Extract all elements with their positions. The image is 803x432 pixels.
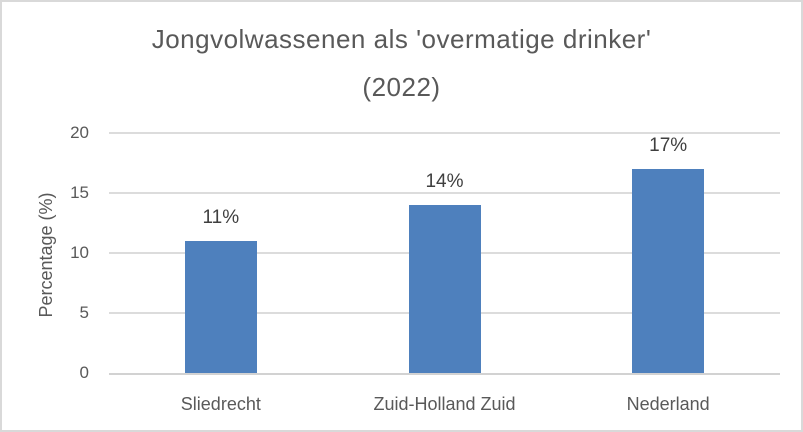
x-category-label: Nederland: [626, 394, 710, 414]
x-category-label: Zuid-Holland Zuid: [373, 394, 516, 414]
gridline: [109, 132, 780, 134]
y-tick-label: 0: [79, 363, 89, 382]
bar: [632, 169, 705, 373]
gridline: [109, 192, 780, 194]
bar: [184, 241, 257, 373]
y-tick-label: 20: [70, 123, 89, 142]
bar: [408, 205, 481, 373]
y-tick-label: 5: [79, 303, 89, 322]
y-tick-label: 15: [70, 183, 89, 202]
chart-title-line2: (2022): [362, 72, 441, 102]
x-category-label: Sliedrecht: [180, 394, 261, 414]
bar-value-label: 11%: [202, 207, 240, 228]
y-tick-label: 10: [70, 243, 89, 262]
bar-value-label: 17%: [649, 135, 688, 156]
chart-title-line1: Jongvolwassenen als 'overmatige drinker': [151, 24, 652, 54]
bar-value-label: 14%: [425, 171, 464, 192]
